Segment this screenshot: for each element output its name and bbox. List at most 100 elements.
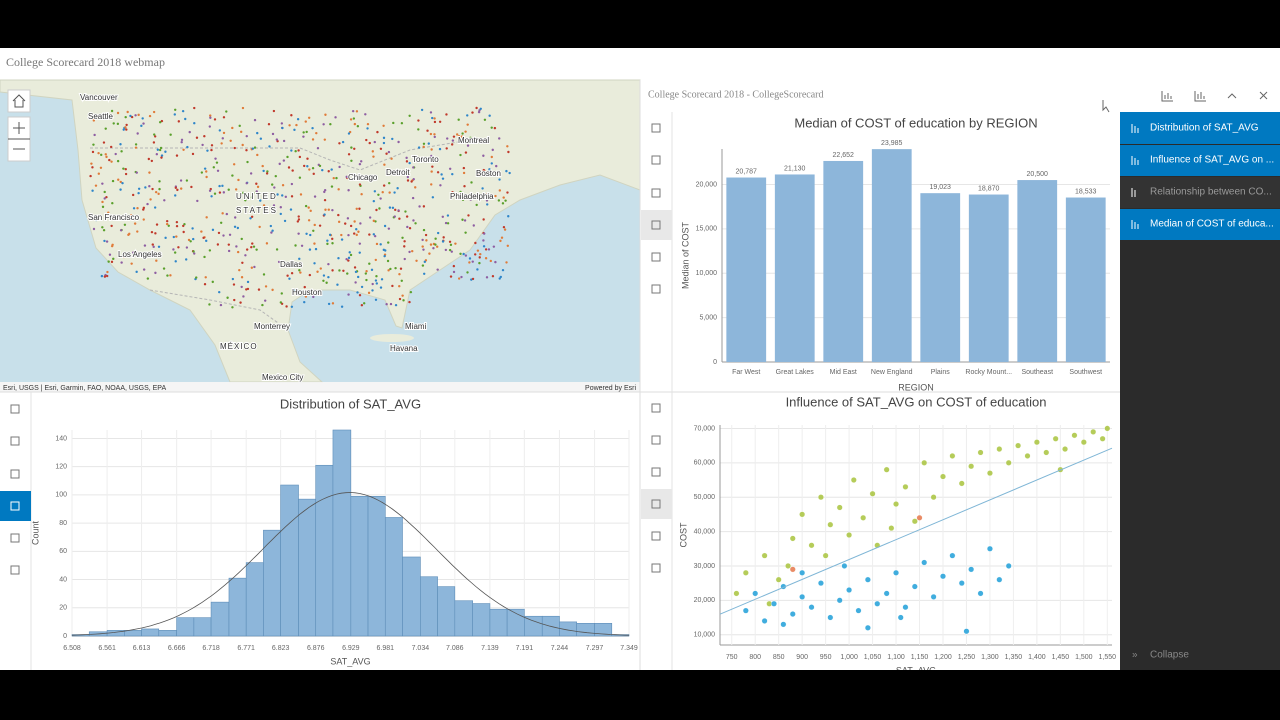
map-point (408, 227, 412, 230)
sidebar-item[interactable] (1120, 209, 1280, 240)
map-point (316, 270, 319, 273)
map[interactable]: Vancouver Seattle Montreal Toronto Detro… (0, 79, 641, 392)
map-point (422, 145, 425, 149)
map-point (278, 162, 281, 166)
map-point (360, 193, 363, 196)
x-tick-label: 7.191 (516, 645, 534, 652)
map-point (325, 281, 328, 284)
map-point (249, 217, 252, 220)
map-point (210, 195, 213, 198)
x-tick-label: 6.508 (63, 645, 81, 652)
map-point (285, 305, 288, 308)
map-point (382, 124, 385, 127)
map-point (102, 141, 106, 144)
icon-chart[interactable] (1161, 91, 1173, 102)
scatter-point (822, 552, 829, 559)
map-point (105, 195, 108, 199)
map-point (294, 244, 297, 247)
icon-close[interactable] (1259, 91, 1268, 100)
sidebar-item-label[interactable]: Influence of SAT_AVG on ... (1150, 155, 1274, 166)
map-point (360, 160, 363, 163)
toolbar-icon[interactable] (651, 467, 661, 477)
map-point (103, 190, 106, 194)
toolbar-icon[interactable] (651, 284, 661, 294)
value-label: 20,787 (736, 168, 758, 175)
toolbar-icon[interactable] (651, 220, 661, 230)
map-point (475, 203, 478, 207)
map-label: STATES (236, 206, 278, 215)
map-point (471, 260, 474, 263)
header-icons[interactable] (1102, 91, 1268, 113)
y-tick-label: 60 (59, 548, 67, 555)
map-point (459, 153, 462, 157)
value-label: 21,130 (784, 165, 806, 172)
map-point (319, 267, 322, 270)
map-point (406, 175, 410, 179)
sidebar-item[interactable] (1120, 112, 1280, 144)
toolbar-icon[interactable] (651, 252, 661, 262)
map-powered-by[interactable]: Powered by Esri (585, 385, 636, 392)
home-button[interactable] (7, 89, 31, 113)
map-point (165, 222, 169, 226)
toolbar-icon[interactable] (10, 565, 20, 575)
toolbar-icon[interactable] (651, 403, 661, 413)
toolbar-icon[interactable] (10, 533, 20, 543)
map-point (431, 165, 434, 168)
toolbar-icon[interactable] (651, 155, 661, 165)
map-point (305, 232, 308, 235)
map-point (299, 271, 302, 274)
map-point (380, 278, 384, 281)
icon-collapse[interactable] (1227, 93, 1237, 99)
map-point (120, 261, 123, 264)
map-point (425, 239, 428, 242)
toolbar-active (641, 489, 672, 519)
map-point (297, 232, 300, 235)
toolbar-icon[interactable] (10, 469, 20, 479)
map-point (482, 239, 485, 242)
y-tick-label: 20 (59, 605, 67, 612)
map-points (89, 106, 511, 309)
sidebar-item[interactable] (1120, 177, 1280, 208)
map-point (462, 138, 465, 142)
toolbar-icon[interactable] (10, 404, 20, 414)
map-point (303, 285, 306, 289)
toolbar-icon[interactable] (10, 501, 20, 511)
toolbar-icon[interactable] (651, 499, 661, 509)
toolbar-icon[interactable] (651, 435, 661, 445)
map-point (235, 245, 238, 248)
map-point (420, 108, 424, 112)
icon-chart[interactable] (1194, 91, 1206, 102)
map-point (177, 120, 181, 123)
toolbar-icon[interactable] (651, 563, 661, 573)
map-point (119, 229, 123, 232)
scatter-point (789, 535, 796, 542)
toolbar-icon[interactable] (651, 188, 661, 198)
sidebar-item-label[interactable]: Median of COST of educa... (1150, 219, 1274, 230)
x-tick-label: 1,400 (1028, 654, 1046, 661)
sidebar-item-label[interactable]: Distribution of SAT_AVG (1150, 123, 1259, 134)
map-point (160, 119, 164, 123)
scatter-point (770, 600, 777, 607)
map-point (448, 167, 452, 170)
map-point (286, 274, 289, 277)
map-point (424, 233, 428, 237)
map-point (195, 276, 198, 279)
y-tick-label: 0 (713, 359, 717, 366)
toolbar-icon[interactable] (651, 531, 661, 541)
map-point (384, 249, 387, 252)
map-point (469, 136, 472, 139)
map-point (175, 220, 179, 224)
map-point (471, 111, 474, 114)
sidebar-item[interactable] (1120, 145, 1280, 176)
collapse-button[interactable]: Collapse (1150, 650, 1189, 661)
map-point (398, 273, 401, 276)
map-point (364, 272, 368, 275)
map-point (430, 148, 433, 151)
x-tick-label: Great Lakes (776, 369, 815, 376)
map-land (0, 79, 641, 383)
histogram-bar (594, 623, 613, 637)
sidebar-item-label[interactable]: Relationship between CO... (1150, 187, 1272, 198)
toolbar-icon[interactable] (651, 123, 661, 133)
toolbar-icon[interactable] (10, 436, 20, 446)
map-point (160, 154, 164, 157)
